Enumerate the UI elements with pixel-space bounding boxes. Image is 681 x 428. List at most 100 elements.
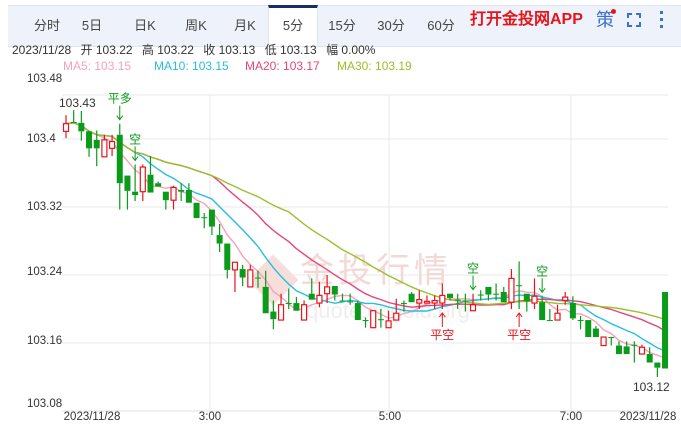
trade-signal: 平空 bbox=[430, 328, 454, 342]
candle bbox=[400, 300, 407, 312]
trade-signal: 空 bbox=[467, 262, 479, 276]
candle-body bbox=[293, 303, 300, 311]
candle bbox=[347, 293, 354, 305]
candle bbox=[592, 326, 599, 338]
candle bbox=[170, 185, 177, 210]
tab-15-min[interactable]: 15分 bbox=[328, 18, 356, 33]
candle-body bbox=[654, 362, 661, 368]
candle-body bbox=[216, 235, 223, 244]
candle-body bbox=[577, 320, 584, 322]
candle-body bbox=[423, 300, 431, 304]
candle-body bbox=[447, 293, 453, 298]
candle-body bbox=[262, 286, 269, 314]
tab-weekly-k[interactable]: 周K bbox=[185, 18, 207, 33]
candle-body bbox=[116, 134, 123, 184]
candle-body bbox=[439, 294, 446, 304]
candle-body bbox=[569, 303, 576, 319]
strategy-button[interactable]: 策 bbox=[596, 10, 614, 30]
candle-body bbox=[231, 261, 239, 271]
candle bbox=[385, 310, 392, 329]
signal-arrow-down-icon bbox=[131, 146, 139, 162]
candle-body bbox=[331, 286, 338, 295]
tab-30-min[interactable]: 30分 bbox=[377, 18, 405, 33]
candle bbox=[662, 292, 669, 369]
trade-signal: 空 bbox=[129, 133, 141, 147]
ma30-legend: MA30: 103.19 bbox=[337, 59, 412, 73]
tab-daily-k[interactable]: 日K bbox=[134, 18, 156, 33]
tab-60-min[interactable]: 60分 bbox=[427, 18, 455, 33]
candle bbox=[477, 290, 484, 301]
candle bbox=[78, 110, 85, 141]
candle-body bbox=[646, 354, 653, 363]
candle-body bbox=[462, 300, 469, 302]
candle bbox=[62, 115, 70, 139]
candle-body bbox=[592, 328, 599, 338]
candle-body bbox=[247, 269, 254, 288]
ma5-line bbox=[65, 122, 666, 359]
candle bbox=[447, 293, 453, 301]
candle bbox=[155, 181, 162, 187]
y-tick-label: 103.48 bbox=[27, 73, 63, 85]
candle bbox=[569, 296, 576, 321]
candle bbox=[500, 286, 507, 303]
candle-body bbox=[493, 293, 500, 295]
candle-body bbox=[277, 304, 285, 321]
tab-monthly-k[interactable]: 月K bbox=[234, 18, 256, 33]
candle bbox=[216, 224, 223, 253]
trade-signal: 空 bbox=[536, 264, 548, 278]
candle bbox=[431, 295, 438, 309]
candle-body bbox=[638, 346, 646, 355]
tab-5-day[interactable]: 5日 bbox=[81, 18, 103, 33]
candle-body bbox=[193, 202, 200, 219]
candle bbox=[70, 110, 77, 123]
candle bbox=[93, 130, 100, 167]
candle-body bbox=[562, 296, 569, 302]
candle bbox=[393, 298, 400, 321]
candle-body bbox=[416, 299, 423, 304]
candle-body bbox=[162, 191, 169, 201]
candle-body bbox=[385, 320, 392, 329]
x-tick-label: 3:00 bbox=[198, 411, 222, 423]
candle bbox=[600, 336, 607, 347]
info-low: 低 103.13 bbox=[264, 43, 317, 57]
signal-arrow-down-icon bbox=[116, 105, 124, 121]
open-app-link[interactable]: 打开金投网APP bbox=[470, 11, 583, 28]
candle bbox=[331, 286, 338, 301]
candle-body bbox=[178, 190, 185, 192]
candle-body bbox=[539, 302, 546, 321]
candle bbox=[132, 164, 139, 202]
candle-body bbox=[78, 122, 85, 132]
candle-body bbox=[70, 122, 77, 123]
fullscreen-icon[interactable] bbox=[627, 13, 641, 27]
candle bbox=[201, 212, 208, 229]
candle-body bbox=[255, 277, 261, 279]
x-tick-label: 2023/11/28 bbox=[63, 411, 121, 423]
candle bbox=[162, 191, 169, 210]
more-vertical-icon[interactable] bbox=[660, 11, 664, 32]
candle bbox=[231, 261, 239, 292]
candle bbox=[370, 310, 377, 329]
watermark-logo bbox=[247, 254, 299, 306]
candle-body bbox=[362, 320, 369, 322]
candle bbox=[562, 292, 569, 305]
candle-body bbox=[631, 344, 638, 346]
candle-body bbox=[147, 174, 154, 193]
x-tick-label: 2023/11/28 bbox=[619, 411, 677, 423]
candle-body bbox=[101, 139, 108, 158]
candle bbox=[185, 183, 192, 203]
candle bbox=[108, 134, 116, 156]
candle-body bbox=[508, 277, 515, 303]
signal-arrow-up-icon bbox=[515, 312, 523, 327]
tab-intraday[interactable]: 分时 bbox=[33, 18, 61, 33]
candle-body bbox=[270, 311, 277, 320]
candle-body bbox=[339, 300, 346, 302]
candle-body bbox=[408, 293, 415, 303]
candle bbox=[608, 337, 615, 346]
candle-body bbox=[93, 139, 100, 149]
candle bbox=[262, 270, 269, 314]
tab-5-min[interactable]: 5分 bbox=[268, 5, 318, 46]
candle bbox=[255, 270, 261, 288]
candle bbox=[116, 123, 123, 210]
candle bbox=[408, 292, 415, 303]
